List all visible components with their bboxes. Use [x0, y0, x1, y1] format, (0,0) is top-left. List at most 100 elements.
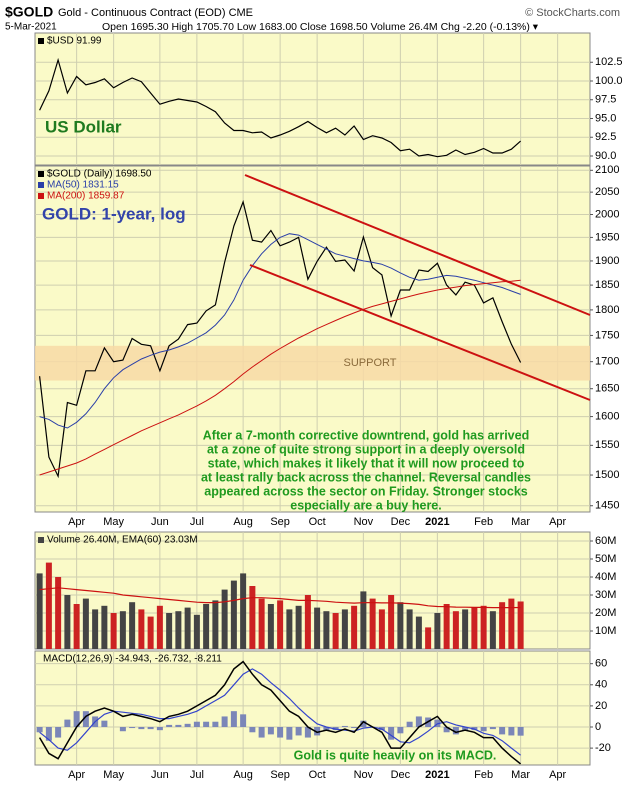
x-tick-label: Aug [233, 769, 253, 781]
legend-label: $USD 91.99 [47, 36, 102, 47]
y-tick-label: 1650 [595, 383, 619, 395]
volume-bar [101, 605, 108, 649]
volume-bar [175, 611, 182, 649]
x-tick-label: Oct [309, 769, 326, 781]
histogram-bar [314, 727, 321, 736]
x-tick-label: Oct [309, 516, 326, 528]
x-tick-label: Jul [190, 769, 204, 781]
volume-bar [360, 591, 367, 649]
series-line [39, 199, 522, 479]
histogram-bar [212, 721, 219, 727]
y-tick-label: 30M [595, 589, 616, 601]
legend-label: MA(200) 1859.87 [47, 191, 125, 202]
legend-label: Volume 26.40M, EMA(60) 23.03M [47, 535, 198, 546]
volume-bar [129, 602, 136, 649]
histogram-bar [517, 727, 524, 736]
y-tick-label: 92.5 [595, 131, 616, 143]
histogram-bar [489, 727, 496, 730]
histogram-bar [36, 727, 43, 733]
histogram-bar [73, 711, 80, 727]
x-tick-label: Nov [354, 769, 374, 781]
x-tick-label: Apr [68, 516, 85, 528]
volume-bar [55, 577, 62, 649]
histogram-bar [480, 727, 487, 732]
histogram-bar [388, 727, 395, 740]
macd-line [38, 660, 522, 765]
y-tick-label: 20M [595, 607, 616, 619]
volume-bar [277, 600, 284, 649]
y-tick-label: 90.0 [595, 150, 616, 162]
y-tick-label: 40 [595, 679, 607, 691]
volume-bar [240, 573, 247, 649]
x-tick-label: Apr [68, 769, 85, 781]
histogram-bar [119, 727, 126, 732]
volume-bar [184, 607, 191, 649]
annotation: Gold is quite heavily on its MACD. [294, 748, 497, 762]
volume-bar [406, 609, 413, 649]
panel [34, 165, 591, 513]
volume-bar [119, 611, 126, 649]
support-zone [35, 345, 590, 381]
volume-bar [480, 605, 487, 649]
y-tick-label: 20 [595, 700, 607, 712]
volume-bar [369, 598, 376, 649]
ema-line [39, 587, 521, 609]
symbol: $GOLD [5, 4, 53, 20]
y-tick-label: 1600 [595, 410, 619, 422]
panel-title: GOLD: 1-year, log [42, 204, 186, 223]
volume-bar [314, 607, 321, 649]
volume-bar [295, 605, 302, 649]
y-tick-label: 10M [595, 625, 616, 637]
x-tick-label: Mar [511, 516, 530, 528]
y-tick-label: 40M [595, 571, 616, 583]
channel-upper [244, 174, 591, 316]
x-tick-label: 2021 [425, 516, 449, 528]
channel-lower [249, 264, 591, 401]
histogram-bar [55, 727, 62, 738]
volume-bar [212, 600, 219, 649]
y-tick-label: 1850 [595, 279, 619, 291]
y-tick-label: 95.0 [595, 112, 616, 124]
x-tick-label: May [103, 516, 124, 528]
histogram-bar [258, 727, 265, 738]
support-label: SUPPORT [344, 357, 397, 369]
histogram-bar [147, 727, 154, 730]
volume-bar [203, 604, 210, 649]
y-tick-label: 1900 [595, 255, 619, 267]
volume-bar [341, 609, 348, 649]
legend-swatch [38, 171, 44, 177]
volume-bar [82, 598, 89, 649]
histogram-bar [240, 714, 247, 727]
histogram-bar [267, 727, 274, 735]
y-tick-label: 97.5 [595, 94, 616, 106]
volume-bar [304, 595, 311, 649]
x-tick-label: Mar [511, 769, 530, 781]
x-tick-label: 2021 [425, 769, 449, 781]
volume-bar [517, 601, 524, 649]
volume-bar [434, 613, 441, 649]
histogram-bar [443, 727, 450, 733]
volume-bar [452, 611, 459, 649]
x-tick-label: Apr [549, 769, 566, 781]
y-tick-label: 102.5 [595, 56, 623, 68]
y-tick-label: 2050 [595, 186, 619, 198]
panel [34, 32, 591, 166]
volume-bar [92, 609, 99, 649]
volume-bar [64, 595, 71, 649]
x-tick-label: May [103, 769, 124, 781]
y-tick-label: 1800 [595, 304, 619, 316]
annotation-line: appeared across the sector on Friday. St… [204, 484, 528, 498]
volume-bar [221, 589, 228, 649]
x-tick-label: Sep [270, 516, 290, 528]
volume-bar [36, 573, 43, 649]
signal-line [39, 668, 521, 756]
volume-bar [45, 562, 52, 649]
volume-bar [249, 586, 256, 649]
volume-bar [323, 611, 330, 649]
volume-bar [489, 611, 496, 649]
histogram-bar [45, 727, 52, 741]
volume-bar [110, 613, 117, 649]
x-tick-label: Aug [233, 516, 253, 528]
series-line [39, 57, 521, 158]
